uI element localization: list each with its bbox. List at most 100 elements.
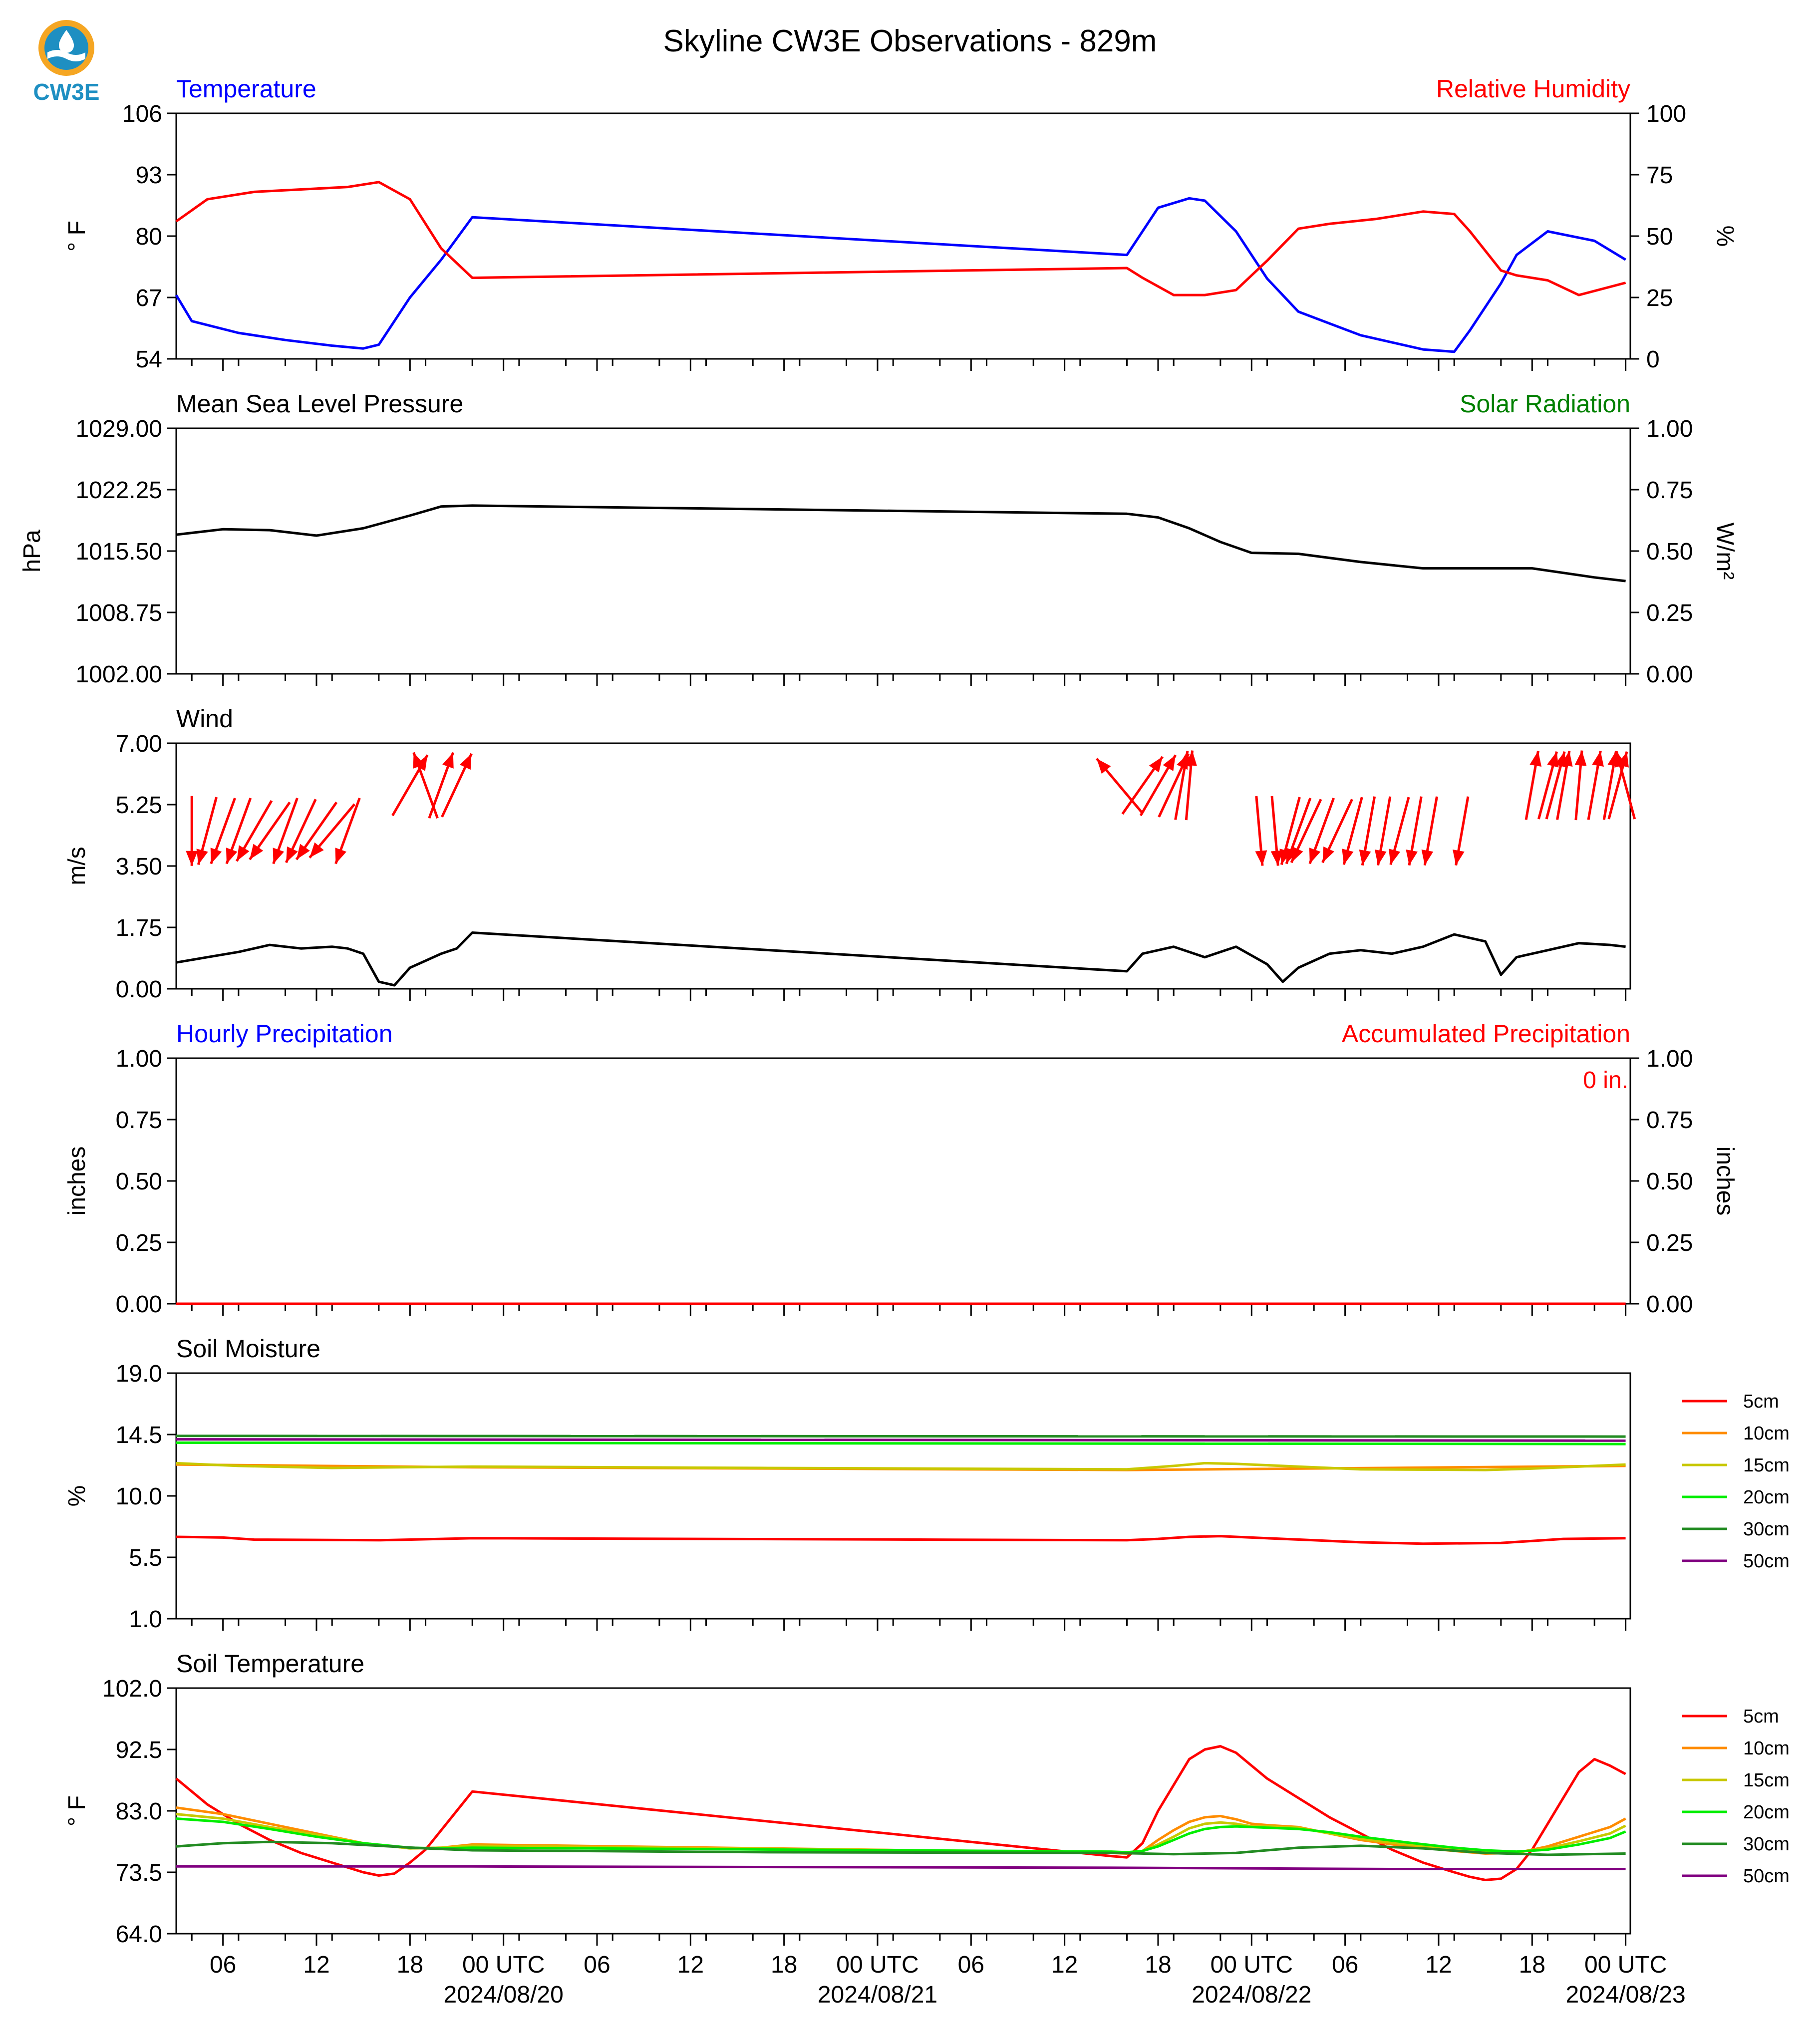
y2-tick-label: 50 bbox=[1646, 224, 1673, 250]
series-line-5cm bbox=[176, 1535, 1626, 1545]
series-line-wind-speed bbox=[176, 931, 1626, 987]
y-tick-label: 5.25 bbox=[116, 792, 162, 819]
y-tick-label: 0.00 bbox=[116, 976, 162, 1003]
x-tick-label: 00 UTC bbox=[462, 1952, 545, 1978]
wind-arrow-head bbox=[1406, 850, 1418, 866]
y-axis-label: % bbox=[64, 1485, 90, 1507]
series-line-relative-humidity bbox=[175, 181, 1626, 296]
wind-arrow bbox=[225, 798, 252, 865]
panel-title-left: Wind bbox=[176, 705, 233, 733]
wind-arrow-head bbox=[1255, 850, 1267, 866]
wind-arrow-head bbox=[237, 845, 250, 862]
wind-arrow bbox=[334, 798, 361, 865]
wind-arrow bbox=[428, 752, 455, 819]
logo-waves bbox=[47, 50, 85, 61]
y-tick-label: 1029.00 bbox=[75, 416, 162, 442]
wind-arrow-head bbox=[273, 848, 285, 864]
legend-label-50cm: 50cm bbox=[1743, 1866, 1790, 1887]
wind-arrow bbox=[1406, 796, 1423, 866]
y-tick-label: 10.0 bbox=[116, 1483, 162, 1510]
y2-tick-label: 0.00 bbox=[1646, 661, 1693, 688]
wind-arrow bbox=[249, 801, 291, 861]
x-tick-label: 00 UTC bbox=[1584, 1952, 1667, 1978]
x-date-label: 2024/08/22 bbox=[1192, 1982, 1311, 2008]
wind-arrow bbox=[196, 797, 218, 865]
legend-label-30cm: 30cm bbox=[1743, 1834, 1790, 1855]
panel-title-right: Relative Humidity bbox=[1436, 75, 1630, 103]
y-tick-label: 80 bbox=[136, 224, 162, 250]
x-tick-label: 00 UTC bbox=[836, 1952, 918, 1978]
wind-arrow bbox=[295, 801, 338, 861]
panel-title-right: Accumulated Precipitation bbox=[1342, 1020, 1630, 1048]
x-tick-label: 06 bbox=[210, 1952, 236, 1978]
wind-arrow bbox=[1453, 796, 1470, 866]
wind-arrow-head bbox=[1614, 751, 1626, 768]
wind-arrow-head bbox=[1592, 751, 1604, 767]
y2-tick-label: 0.50 bbox=[1646, 1168, 1693, 1195]
wind-arrow-head bbox=[226, 848, 238, 864]
panel-title-right: Solar Radiation bbox=[1460, 390, 1630, 418]
y2-tick-label: 0 bbox=[1646, 346, 1660, 373]
wind-arrow bbox=[1139, 754, 1177, 817]
panel-soil_temperature: Soil Temperature 64.0 73.5 83.0 92.5 102.0 ° F… bbox=[64, 1650, 1790, 2008]
x-tick-label: 06 bbox=[958, 1952, 984, 1978]
x-tick-label: 18 bbox=[1519, 1952, 1545, 1978]
series-line-50cm bbox=[176, 1865, 1626, 1870]
wind-arrow-head bbox=[186, 851, 198, 866]
wind-arrow bbox=[1374, 796, 1392, 866]
y-tick-label: 3.50 bbox=[116, 854, 162, 880]
wind-arrow-head bbox=[1388, 849, 1401, 865]
wind-arrow-head bbox=[1309, 848, 1321, 864]
legend-label-20cm: 20cm bbox=[1743, 1487, 1790, 1508]
wind-arrow bbox=[1388, 797, 1410, 865]
wind-arrow-head bbox=[286, 846, 298, 863]
wind-arrow-head bbox=[1185, 750, 1197, 766]
y-tick-label: 73.5 bbox=[116, 1860, 162, 1886]
wind-arrow-head bbox=[442, 752, 454, 769]
wind-arrow-head bbox=[1359, 850, 1371, 866]
wind-arrow bbox=[272, 798, 299, 865]
wind-arrow-head bbox=[1270, 850, 1283, 866]
x-tick-label: 06 bbox=[1332, 1952, 1358, 1978]
x-date-label: 2024/08/23 bbox=[1566, 1982, 1686, 2008]
wind-arrow-head bbox=[1453, 850, 1465, 866]
wind-arrow-head bbox=[1560, 751, 1573, 767]
wind-arrow bbox=[1421, 796, 1438, 866]
wind-arrow bbox=[186, 796, 198, 866]
y2-tick-label: 0.25 bbox=[1646, 1230, 1693, 1256]
wind-arrow-head bbox=[1421, 850, 1434, 866]
y2-tick-label: 100 bbox=[1646, 101, 1686, 127]
precip-total-annotation: 0 in. bbox=[1583, 1067, 1628, 1094]
panel-title-left: Mean Sea Level Pressure bbox=[176, 390, 463, 418]
wind-arrow bbox=[1524, 750, 1542, 820]
y2-axis-label: inches bbox=[1712, 1147, 1738, 1216]
y2-tick-label: 0.25 bbox=[1646, 600, 1693, 626]
wind-arrow bbox=[441, 753, 473, 818]
panel-title-left: Soil Moisture bbox=[176, 1335, 320, 1363]
wind-arrow bbox=[210, 798, 236, 865]
legend-label-10cm: 10cm bbox=[1743, 1423, 1790, 1444]
y-tick-label: 1.00 bbox=[116, 1046, 162, 1072]
series-line-mean-sea-level-pressure bbox=[176, 504, 1626, 582]
wind-arrow bbox=[1096, 758, 1143, 813]
x-date-label: 2024/08/21 bbox=[818, 1982, 937, 2008]
y-tick-label: 5.5 bbox=[129, 1545, 162, 1571]
y-tick-label: 102.0 bbox=[102, 1676, 162, 1702]
wind-arrow-head bbox=[1291, 846, 1303, 863]
y-tick-label: 1.75 bbox=[116, 915, 162, 941]
wind-arrow-head bbox=[309, 842, 324, 858]
y2-tick-label: 25 bbox=[1646, 285, 1673, 311]
panel-title-left: Temperature bbox=[176, 75, 316, 103]
y-axis-label: ° F bbox=[64, 221, 90, 252]
y-tick-label: 67 bbox=[136, 285, 162, 311]
y2-tick-label: 1.00 bbox=[1646, 416, 1693, 442]
logo-text: CW3E bbox=[33, 79, 100, 105]
wind-arrow-head bbox=[1163, 755, 1176, 771]
series-line-30cm bbox=[176, 1435, 1626, 1438]
page-title: Skyline CW3E Observations - 829m bbox=[663, 24, 1157, 58]
panel-soil_moisture: Soil Moisture 1.0 5.5 10.0 14.5 19.0% 5cm 10cm 1… bbox=[64, 1335, 1790, 1633]
wind-arrow bbox=[235, 800, 273, 862]
series-line-temperature bbox=[175, 197, 1626, 353]
wind-arrow bbox=[308, 803, 356, 859]
y-tick-label: 0.50 bbox=[116, 1168, 162, 1195]
